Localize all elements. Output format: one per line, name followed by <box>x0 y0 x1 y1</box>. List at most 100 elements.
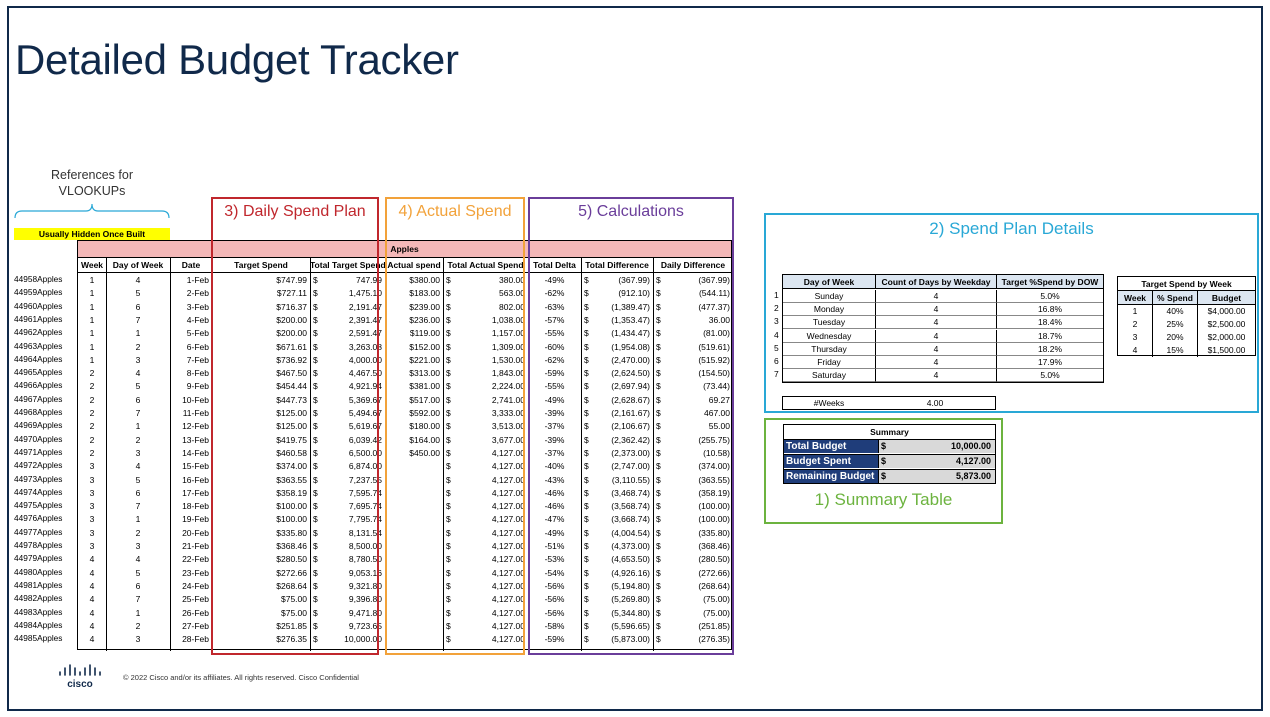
weeks-value: 4.00 <box>926 398 944 408</box>
cell-week: 3 <box>89 527 95 538</box>
currency-symbol: $ <box>446 527 451 538</box>
cell-total-difference: (5,873.00) <box>611 634 650 645</box>
lookup-key: 44983Apples <box>14 606 63 617</box>
cell-day-of-week: 7 <box>135 501 141 512</box>
cell-daily-difference: (10.58) <box>703 447 730 458</box>
cell-total-actual-spend: 2,741.00 <box>491 394 525 405</box>
summary-table-label: 1) Summary Table <box>814 490 953 509</box>
cell-daily-difference: (515.92) <box>698 354 730 365</box>
cell-day-of-week: 2 <box>135 620 141 631</box>
currency-symbol: $ <box>313 541 318 551</box>
summary-table-box <box>764 418 1003 524</box>
cell-actual-spend: $450.00 <box>409 447 440 458</box>
cell-target-spend: $363.55 <box>276 474 307 485</box>
currency-symbol: $ <box>313 421 318 432</box>
dow-cell-pct: 18.4% <box>996 316 1103 330</box>
cell-date: 17-Feb <box>182 487 209 498</box>
daily-spend-plan-box <box>211 197 379 655</box>
currency-symbol: $ <box>446 328 451 339</box>
dow-header-0: Day of Week <box>783 275 875 289</box>
week-table-title: Target Spend by Week <box>1118 277 1255 291</box>
currency-symbol: $ <box>446 354 451 365</box>
currency-symbol: $ <box>656 301 661 312</box>
cell-total-actual-spend: 4,127.00 <box>491 634 525 645</box>
dow-index: 2 <box>774 303 779 314</box>
lookup-key: 44968Apples <box>14 407 63 417</box>
dow-cell-pct: 17.9% <box>996 356 1103 369</box>
currency-symbol: $ <box>656 447 661 458</box>
cell-actual-spend: $180.00 <box>409 421 440 432</box>
cell-day-of-week: 5 <box>135 381 141 392</box>
cell-total-delta: -39% <box>544 434 565 445</box>
cell-total-delta: -56% <box>544 594 565 605</box>
cell-week: 2 <box>89 408 95 418</box>
dow-header-1: Count of Days by Weekday <box>875 275 996 289</box>
cell-total-actual-spend: 4,127.00 <box>491 487 525 498</box>
spend-plan-details-box <box>764 213 1259 413</box>
cell-day-of-week: 6 <box>135 580 141 591</box>
cell-target-spend: $460.58 <box>276 447 307 458</box>
cell-total-difference: (2,624.50) <box>611 368 650 379</box>
cell-daily-difference: (519.61) <box>698 341 730 352</box>
cell-total-difference: (3,668.74) <box>611 514 650 525</box>
currency-symbol: $ <box>656 514 661 525</box>
cell-daily-difference: 69.27 <box>708 394 730 405</box>
cell-total-target-spend: 4,000.00 <box>348 354 382 365</box>
currency-symbol: $ <box>584 434 589 445</box>
currency-symbol: $ <box>313 301 318 312</box>
column-divider <box>581 258 582 651</box>
cell-date: 15-Feb <box>182 461 209 472</box>
cell-date: 2-Feb <box>186 288 209 299</box>
lookup-key: 44974Apples <box>14 486 63 497</box>
cell-actual-spend: $313.00 <box>409 368 440 379</box>
currency-symbol: $ <box>446 301 451 312</box>
cell-total-delta: -60% <box>544 341 565 352</box>
currency-symbol: $ <box>446 620 451 631</box>
cell-week: 2 <box>89 381 95 392</box>
cell-total-target-spend: 9,471.80 <box>348 607 382 618</box>
cell-total-target-spend: 7,595.74 <box>348 487 382 498</box>
week-cell-pct: 40% <box>1152 305 1197 318</box>
cell-total-delta: -46% <box>544 501 565 512</box>
lookup-key: 44973Apples <box>14 473 63 484</box>
cell-target-spend: $280.50 <box>276 554 307 565</box>
lookup-key: 44975Apples <box>14 500 63 511</box>
cell-total-actual-spend: 380.00 <box>499 275 525 285</box>
cell-daily-difference: 467.00 <box>704 408 730 418</box>
cell-day-of-week: 3 <box>135 354 141 365</box>
dow-cell-day: Friday <box>783 356 875 369</box>
cell-target-spend: $736.92 <box>276 354 307 365</box>
cell-total-target-spend: 9,396.80 <box>348 594 382 605</box>
currency-symbol: $ <box>313 527 318 538</box>
currency-symbol: $ <box>656 474 661 485</box>
summary-value: 5,873.00 <box>878 470 995 483</box>
actual-spend-label: 4) Actual Spend <box>398 203 512 220</box>
logo-text: cisco <box>67 679 93 689</box>
cell-day-of-week: 6 <box>135 487 141 498</box>
currency-symbol: $ <box>446 461 451 472</box>
summary-value: 10,000.00 <box>878 440 995 453</box>
cell-total-actual-spend: 3,513.00 <box>491 421 525 432</box>
currency-symbol: $ <box>881 471 887 481</box>
week-cell-week: 2 <box>1132 319 1138 329</box>
currency-symbol: $ <box>313 487 318 498</box>
cell-total-difference: (4,653.50) <box>611 554 650 565</box>
cell-daily-difference: (544.11) <box>698 288 730 299</box>
cell-total-actual-spend: 3,333.00 <box>491 408 525 418</box>
currency-symbol: $ <box>584 328 589 339</box>
cell-week: 3 <box>89 541 95 551</box>
currency-symbol: $ <box>656 607 661 618</box>
cell-total-difference: (1,434.47) <box>611 328 650 339</box>
week-cell-week: 3 <box>1132 332 1138 342</box>
cell-day-of-week: 1 <box>135 421 141 432</box>
sheet-band: Apples <box>78 241 731 258</box>
cell-target-spend: $276.35 <box>276 634 307 645</box>
cell-target-spend: $419.75 <box>276 434 307 445</box>
cell-day-of-week: 7 <box>135 314 141 325</box>
cell-actual-spend: $592.00 <box>409 408 440 418</box>
dow-index: 4 <box>774 329 779 340</box>
week-header-0: Week <box>1118 291 1152 305</box>
currency-symbol: $ <box>313 434 318 445</box>
currency-symbol: $ <box>656 314 661 325</box>
currency-symbol: $ <box>446 634 451 645</box>
